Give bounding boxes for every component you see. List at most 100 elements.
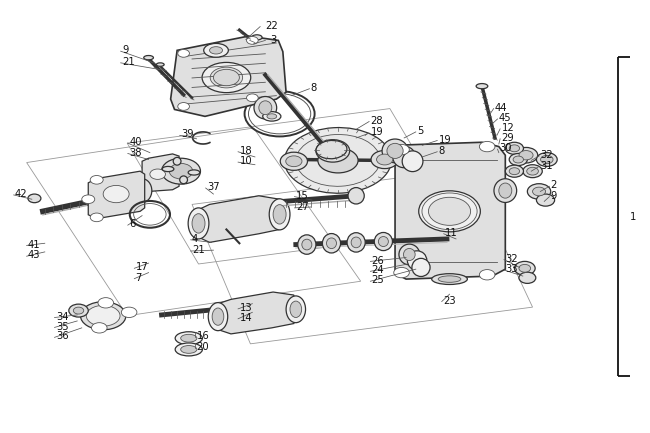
Ellipse shape [432, 274, 467, 284]
Text: 8: 8 [311, 83, 317, 93]
Ellipse shape [519, 272, 536, 284]
Ellipse shape [394, 145, 410, 155]
Ellipse shape [523, 165, 542, 178]
Ellipse shape [402, 151, 423, 171]
Text: 28: 28 [370, 116, 383, 126]
Ellipse shape [348, 187, 364, 204]
Text: 39: 39 [181, 129, 194, 139]
Text: 41: 41 [28, 239, 40, 249]
Text: 38: 38 [129, 148, 142, 158]
Ellipse shape [98, 297, 114, 308]
Ellipse shape [322, 233, 341, 253]
Ellipse shape [509, 153, 527, 165]
Polygon shape [395, 142, 505, 279]
Text: 30: 30 [499, 143, 512, 153]
Polygon shape [198, 196, 281, 242]
Text: 8: 8 [439, 146, 445, 156]
Ellipse shape [376, 154, 393, 165]
Ellipse shape [351, 237, 361, 248]
Ellipse shape [519, 265, 530, 272]
Text: 6: 6 [129, 219, 135, 229]
Ellipse shape [90, 175, 103, 184]
Ellipse shape [267, 114, 277, 119]
Text: 44: 44 [495, 103, 508, 113]
Ellipse shape [316, 140, 350, 162]
Ellipse shape [177, 103, 189, 110]
Ellipse shape [322, 144, 343, 158]
Text: 27: 27 [296, 202, 309, 212]
Ellipse shape [408, 251, 427, 270]
Ellipse shape [144, 55, 153, 60]
Ellipse shape [394, 268, 410, 278]
Text: 11: 11 [445, 228, 458, 238]
Text: 21: 21 [123, 57, 135, 67]
Ellipse shape [133, 179, 152, 203]
Ellipse shape [173, 157, 181, 165]
Ellipse shape [513, 156, 523, 163]
Text: 23: 23 [443, 296, 456, 306]
Ellipse shape [103, 185, 129, 203]
Ellipse shape [162, 158, 200, 184]
Ellipse shape [298, 235, 316, 254]
Text: 29: 29 [501, 133, 514, 143]
Ellipse shape [285, 128, 391, 193]
Ellipse shape [92, 323, 107, 333]
Text: 42: 42 [15, 189, 27, 199]
Text: 26: 26 [372, 255, 384, 265]
Ellipse shape [296, 135, 380, 186]
Ellipse shape [532, 187, 545, 196]
Ellipse shape [527, 184, 551, 199]
Text: 22: 22 [265, 21, 278, 31]
Ellipse shape [404, 249, 415, 261]
Text: 2: 2 [551, 181, 557, 191]
Ellipse shape [286, 156, 302, 167]
Text: 31: 31 [540, 161, 553, 171]
Ellipse shape [150, 169, 166, 179]
Text: 3: 3 [270, 35, 276, 45]
Ellipse shape [541, 155, 553, 164]
Ellipse shape [419, 191, 480, 232]
Ellipse shape [212, 308, 224, 325]
Ellipse shape [536, 194, 554, 206]
Ellipse shape [412, 259, 430, 277]
Ellipse shape [192, 214, 205, 233]
Text: 43: 43 [28, 250, 40, 260]
Ellipse shape [210, 67, 242, 88]
Text: 16: 16 [196, 332, 209, 342]
Ellipse shape [86, 305, 120, 326]
Ellipse shape [476, 84, 488, 89]
Ellipse shape [526, 167, 538, 175]
Ellipse shape [347, 233, 365, 252]
Text: 18: 18 [239, 146, 252, 156]
Text: 33: 33 [505, 264, 518, 274]
Ellipse shape [378, 236, 388, 246]
Ellipse shape [382, 139, 408, 163]
Text: 15: 15 [296, 191, 309, 201]
Ellipse shape [514, 148, 538, 163]
Ellipse shape [499, 183, 512, 198]
Ellipse shape [387, 143, 403, 158]
Ellipse shape [519, 151, 533, 160]
Ellipse shape [246, 36, 258, 44]
Ellipse shape [209, 47, 222, 54]
Ellipse shape [509, 145, 519, 152]
Text: 13: 13 [239, 303, 252, 313]
Ellipse shape [536, 152, 557, 166]
Ellipse shape [494, 179, 517, 203]
Text: 19: 19 [439, 135, 451, 145]
Ellipse shape [438, 276, 461, 282]
Text: 4: 4 [192, 234, 198, 244]
Ellipse shape [188, 170, 200, 175]
Ellipse shape [122, 307, 137, 317]
Ellipse shape [170, 163, 192, 179]
Ellipse shape [82, 195, 95, 204]
Ellipse shape [479, 270, 495, 280]
Ellipse shape [302, 239, 312, 250]
Ellipse shape [175, 332, 202, 345]
Text: 5: 5 [417, 126, 424, 136]
Text: 9: 9 [551, 191, 557, 201]
Polygon shape [171, 36, 286, 116]
Ellipse shape [203, 43, 228, 57]
Text: 12: 12 [501, 123, 514, 133]
Ellipse shape [505, 165, 523, 177]
